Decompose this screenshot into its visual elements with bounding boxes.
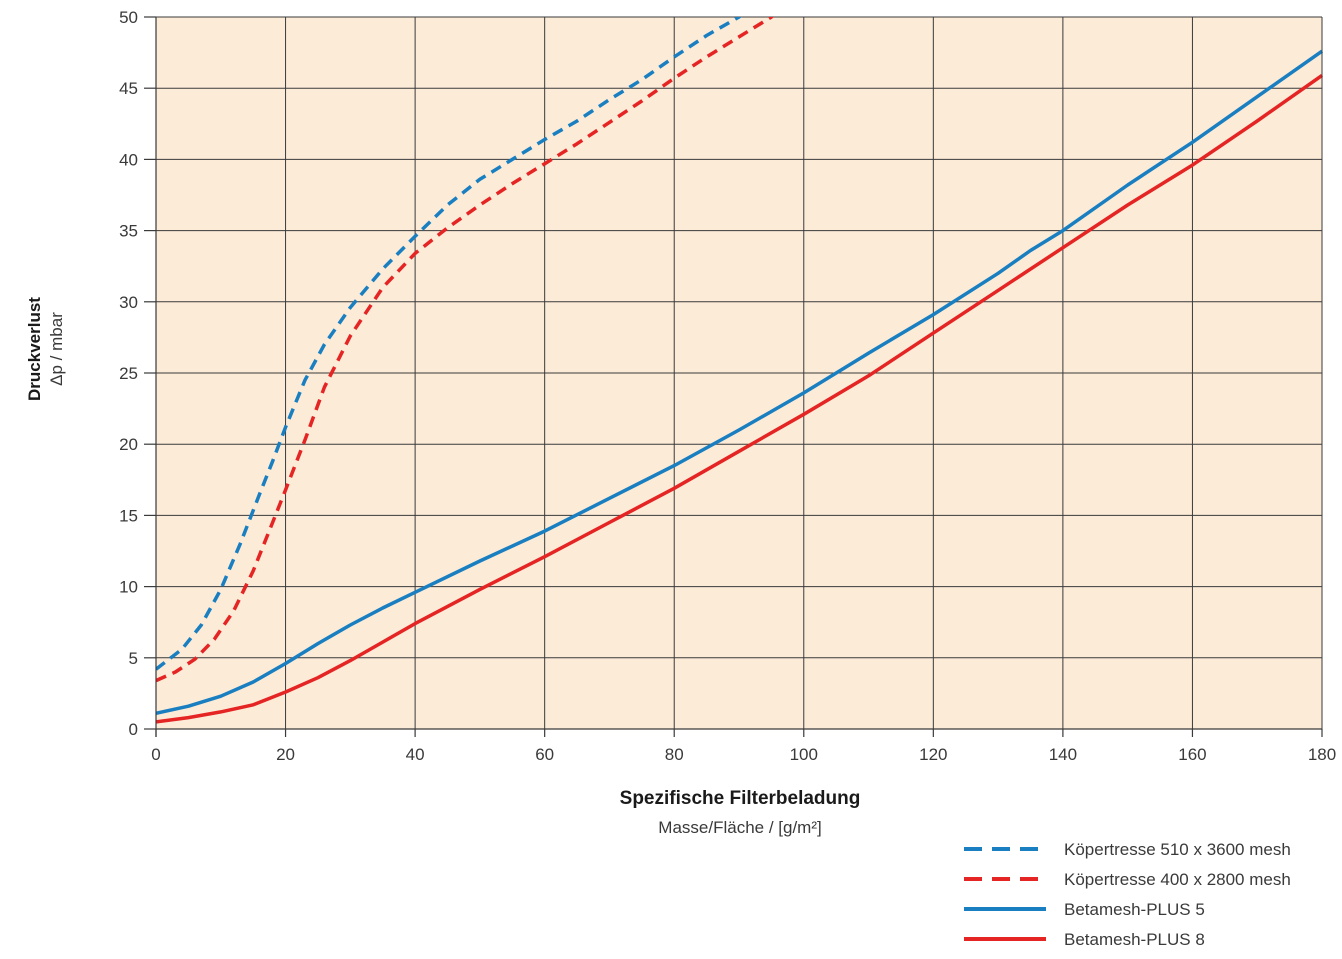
y-tick-label-5: 5 xyxy=(129,649,138,668)
x-axis-unit: Masse/Fläche / [g/m²] xyxy=(658,818,821,837)
y-tick-label-25: 25 xyxy=(119,364,138,383)
x-axis-title: Spezifische Filterbeladung xyxy=(620,788,861,809)
x-tick-label-120: 120 xyxy=(919,745,947,764)
x-tick-label-20: 20 xyxy=(276,745,295,764)
series-line-4 xyxy=(156,73,1324,724)
y-tick-label-40: 40 xyxy=(119,150,138,169)
legend-label-1: Köpertresse 510 x 3600 mesh xyxy=(1064,840,1291,859)
legend-label-2: Köpertresse 400 x 2800 mesh xyxy=(1064,870,1291,889)
y-axis-unit: Δp / mbar xyxy=(47,312,66,386)
x-tick-label-100: 100 xyxy=(790,745,818,764)
x-tick-label-140: 140 xyxy=(1049,745,1077,764)
y-tick-label-15: 15 xyxy=(119,506,138,525)
y-tick-label-30: 30 xyxy=(119,293,138,312)
y-tick-label-20: 20 xyxy=(119,435,138,454)
x-tick-label-180: 180 xyxy=(1308,745,1336,764)
series-layer xyxy=(156,17,1324,724)
tick-labels: 0 5 10 15 20 25 30 35 40 45 50 0 20 40 60 80 100 120 140 16… xyxy=(119,8,1336,764)
series-line-2 xyxy=(156,17,775,683)
x-tick-label-80: 80 xyxy=(665,745,684,764)
legend-label-3: Betamesh-PLUS 5 xyxy=(1064,900,1205,919)
y-tick-label-50: 50 xyxy=(119,8,138,27)
y-tick-label-10: 10 xyxy=(119,578,138,597)
legend: Köpertresse 510 x 3600 mesh Köpertresse 4… xyxy=(964,840,1291,949)
x-tick-label-40: 40 xyxy=(406,745,425,764)
x-tick-label-160: 160 xyxy=(1178,745,1206,764)
series-line-1 xyxy=(156,17,742,671)
y-tick-label-35: 35 xyxy=(119,222,138,241)
series-line-3 xyxy=(156,49,1324,716)
axes xyxy=(144,16,1323,737)
x-tick-label-60: 60 xyxy=(535,745,554,764)
legend-label-4: Betamesh-PLUS 8 xyxy=(1064,930,1205,949)
x-tick-label-0: 0 xyxy=(151,745,160,764)
y-tick-label-0: 0 xyxy=(129,720,138,739)
y-axis-title: Druckverlust xyxy=(25,297,44,401)
y-tick-label-45: 45 xyxy=(119,79,138,98)
